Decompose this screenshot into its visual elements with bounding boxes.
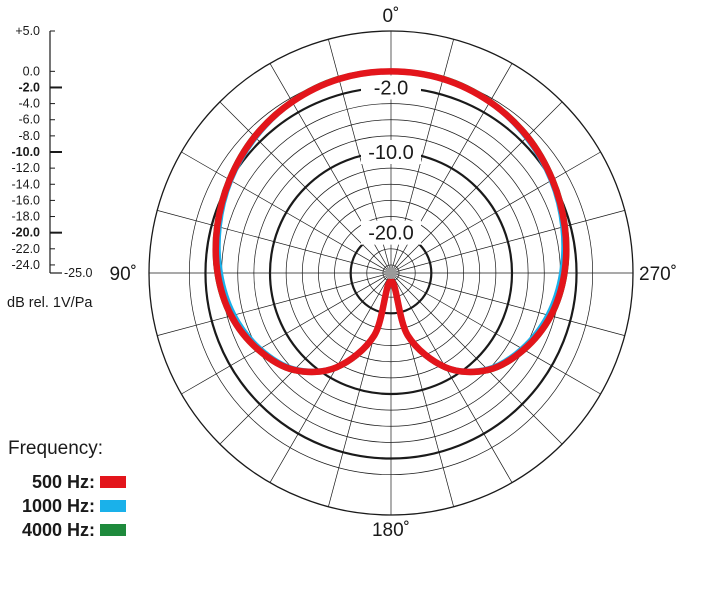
scale-tick-label: -6.0 xyxy=(18,113,40,127)
legend-swatch-blue xyxy=(100,500,126,512)
scale-end-label: -25.0 xyxy=(64,266,93,280)
ring-label: -10.0 xyxy=(368,142,414,164)
scale-tick-label: -10.0 xyxy=(12,145,41,159)
scale-tick-label: -20.0 xyxy=(12,226,41,240)
angle-labels: 0˚ 90˚ 180˚ 270˚ xyxy=(110,6,678,541)
legend-swatch-red xyxy=(100,476,126,488)
angle-label-180: 180˚ xyxy=(372,520,410,541)
scale-tick-label: -12.0 xyxy=(12,161,41,175)
ring-label: -20.0 xyxy=(368,223,414,245)
legend-item-4000hz: 4000 Hz: xyxy=(8,518,126,542)
grid-ring xyxy=(318,200,464,346)
scale-tick-label: -8.0 xyxy=(18,129,40,143)
angle-label-270: 270˚ xyxy=(639,264,677,285)
angle-label-90: 90˚ xyxy=(110,264,137,285)
grid-ring xyxy=(253,135,529,411)
grid-ring xyxy=(334,216,448,330)
legend-title: Frequency: xyxy=(8,438,104,459)
scale-tick-label: -24.0 xyxy=(12,258,41,272)
legend: Frequency: 500 Hz: 1000 Hz: 4000 Hz: xyxy=(8,438,126,542)
series-curve-500hz xyxy=(212,68,570,376)
scale-tick-label: -18.0 xyxy=(12,210,41,224)
scale-unit-label: dB rel. 1V/Pa xyxy=(7,295,93,311)
ring-label-bg xyxy=(361,220,421,245)
scale-tick-label: -22.0 xyxy=(12,242,41,256)
legend-label: 4000 Hz: xyxy=(21,519,95,540)
scale-tick-label: -16.0 xyxy=(12,193,41,207)
series-curves xyxy=(212,68,570,376)
grid-ring xyxy=(366,248,416,298)
legend-label: 1000 Hz: xyxy=(21,495,95,516)
grid-ring xyxy=(237,119,545,427)
legend-swatch-green xyxy=(100,524,126,536)
grid-ring xyxy=(148,30,634,516)
legend-item-1000hz: 1000 Hz: xyxy=(8,494,126,518)
angle-label-0: 0˚ xyxy=(383,6,400,27)
ring-labels: -2.0 -10.0 -20.0 xyxy=(361,75,421,245)
scale-tick-label: -14.0 xyxy=(12,177,41,191)
grid-ring xyxy=(285,167,497,379)
scale-tick-label: +5.0 xyxy=(15,24,40,38)
db-scale: +5.0 0.0 -2.0 -4.0 -6.0 -8.0 -10.0 -12.0 -14.0 -1… xyxy=(7,24,93,311)
legend-label: 500 Hz: xyxy=(31,471,95,492)
ring-label-bg xyxy=(361,140,421,164)
scale-tick-label: -2.0 xyxy=(18,80,40,94)
legend-item-500hz: 500 Hz: xyxy=(8,470,126,494)
scale-tick-label: -4.0 xyxy=(18,97,40,111)
ring-label: -2.0 xyxy=(374,77,408,99)
ring-label-bg xyxy=(361,75,421,100)
center-hub xyxy=(385,267,397,279)
grid-ring xyxy=(301,183,481,363)
scale-tick-label: 0.0 xyxy=(23,64,40,78)
center-dot xyxy=(385,267,397,279)
